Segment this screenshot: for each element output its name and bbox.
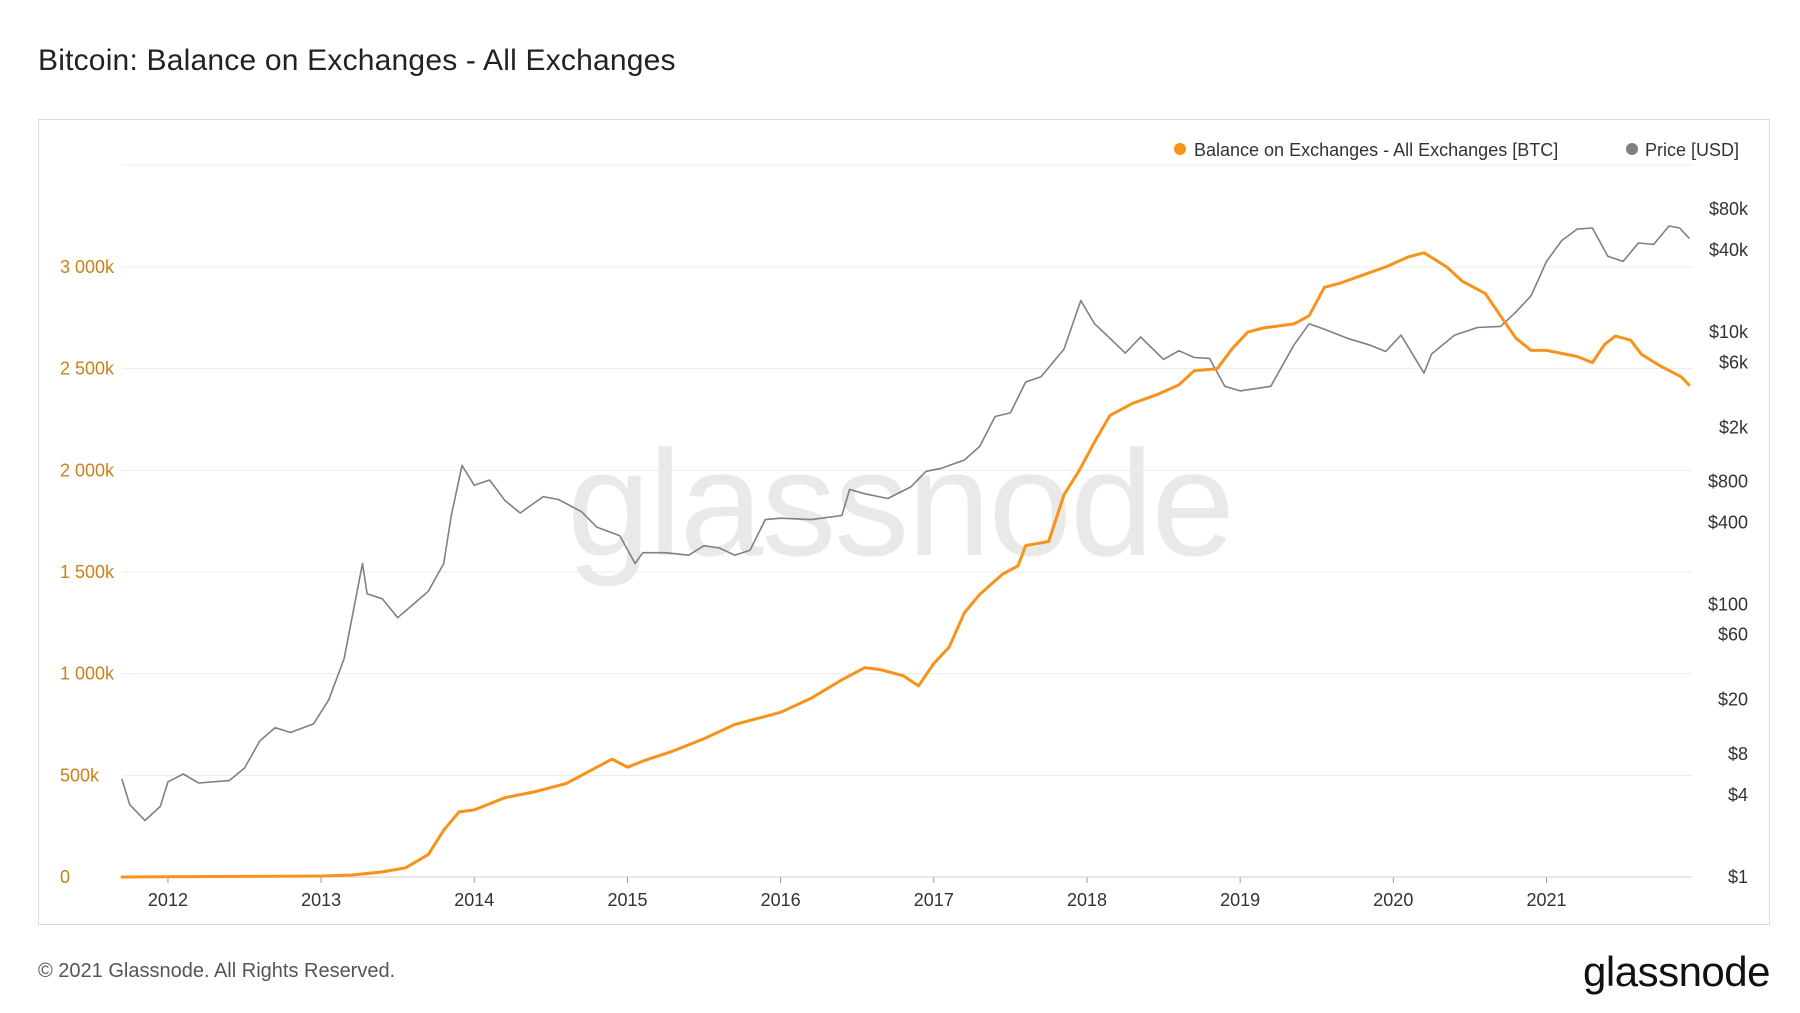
left-axis-tick-label: 500k	[60, 765, 100, 785]
x-axis-tick-label: 2013	[301, 890, 341, 910]
right-axis-tick-label: $8	[1728, 744, 1748, 764]
x-axis-ticks: 2012 2013 2014 2015 2016 2017 2018 2019 2020 2021	[122, 876, 1692, 910]
right-axis-tick-label: $80k	[1709, 199, 1749, 219]
right-axis-tick-label: $40k	[1709, 240, 1749, 260]
right-axis-tick-label: $60	[1718, 625, 1748, 645]
x-axis-tick-label: 2012	[148, 890, 188, 910]
legend-dot-price	[1626, 143, 1638, 155]
left-axis-tick-label: 1 500k	[60, 562, 115, 582]
legend-dot-balance	[1174, 143, 1186, 155]
x-axis-tick-label: 2020	[1373, 890, 1413, 910]
right-axis-tick-label: $1	[1728, 867, 1748, 887]
left-axis-tick-label: 3 000k	[60, 257, 115, 277]
legend-label-balance: Balance on Exchanges - All Exchanges [BT…	[1194, 140, 1558, 160]
legend: Balance on Exchanges - All Exchanges [BT…	[1174, 140, 1739, 160]
left-axis-tick-label: 2 500k	[60, 359, 115, 379]
legend-item-balance[interactable]: Balance on Exchanges - All Exchanges [BT…	[1174, 140, 1558, 160]
series-line-balance	[120, 251, 1691, 879]
left-axis-ticks: 0 500k 1 000k 1 500k 2 000k 2 500k 3 000k	[60, 257, 115, 887]
x-axis-tick-label: 2021	[1526, 890, 1566, 910]
left-axis-tick-label: 0	[60, 867, 70, 887]
x-axis-tick-label: 2019	[1220, 890, 1260, 910]
x-axis-tick-label: 2016	[761, 890, 801, 910]
chart-title: Bitcoin: Balance on Exchanges - All Exch…	[38, 44, 676, 77]
right-axis-tick-label: $800	[1708, 471, 1748, 491]
series-layer	[120, 225, 1691, 879]
legend-item-price[interactable]: Price [USD]	[1626, 140, 1739, 160]
left-axis-tick-label: 1 000k	[60, 664, 115, 684]
x-axis-tick-label: 2017	[914, 890, 954, 910]
right-axis-tick-label: $100	[1708, 595, 1748, 615]
right-axis-tick-label: $2k	[1719, 417, 1749, 437]
right-axis-tick-label: $400	[1708, 512, 1748, 532]
right-axis-tick-label: $4	[1728, 785, 1748, 805]
watermark: glassnode	[567, 419, 1233, 587]
copyright-footer: © 2021 Glassnode. All Rights Reserved.	[38, 960, 396, 982]
chart-panel	[38, 119, 1770, 925]
x-axis-tick-label: 2014	[454, 890, 494, 910]
series-line-price	[121, 225, 1690, 822]
legend-label-price: Price [USD]	[1645, 140, 1739, 160]
left-axis-tick-label: 2 000k	[60, 460, 115, 480]
brand-logo: glassnode	[1583, 948, 1770, 995]
x-axis-tick-label: 2018	[1067, 890, 1107, 910]
right-axis-tick-label: $20	[1718, 690, 1748, 710]
right-axis-ticks: $1 $4 $8 $20 $60 $100 $400 $800 $2k $6k $10k $40k $8…	[1708, 199, 1749, 887]
right-axis-tick-label: $6k	[1719, 352, 1749, 372]
x-axis-tick-label: 2015	[607, 890, 647, 910]
right-axis-tick-label: $10k	[1709, 322, 1749, 342]
